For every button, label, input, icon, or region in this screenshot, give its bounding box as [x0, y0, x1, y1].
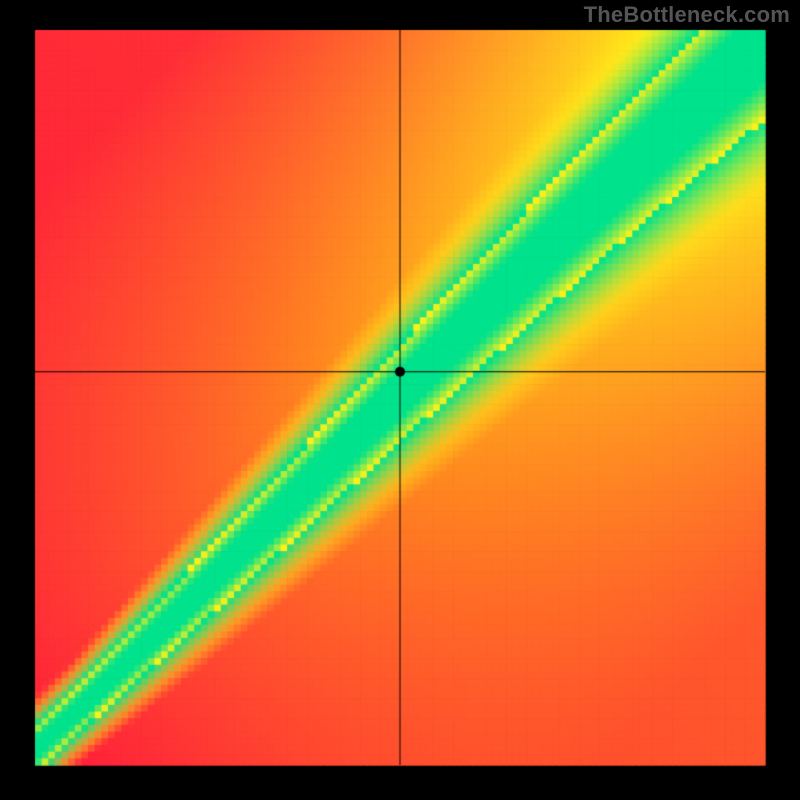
- attribution-text: TheBottleneck.com: [584, 2, 790, 28]
- heatmap-canvas: [0, 0, 800, 800]
- bottleneck-chart: TheBottleneck.com: [0, 0, 800, 800]
